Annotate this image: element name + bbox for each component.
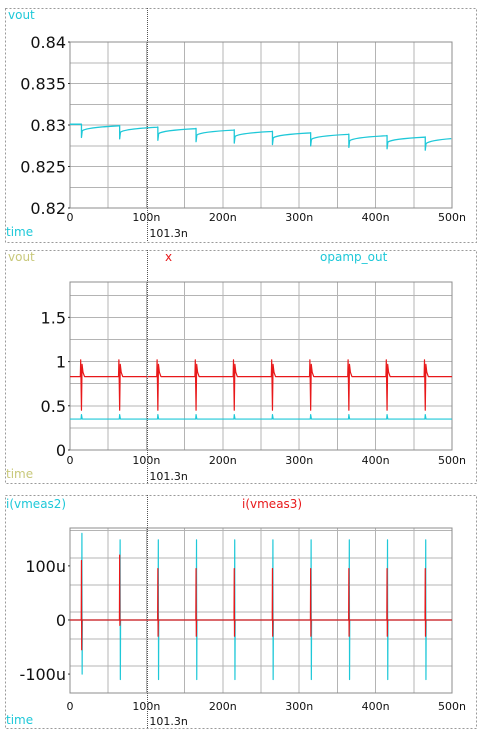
x-tick-label: 400n — [362, 454, 390, 467]
signal-label: i(vmeas3) — [242, 497, 302, 511]
series-opamp-out — [70, 414, 452, 420]
y-tick-label: 0 — [56, 441, 66, 460]
x-tick-label: 500n — [438, 454, 466, 467]
x-tick-label: 300n — [285, 454, 313, 467]
y-tick-label: 0.84 — [30, 33, 66, 52]
x-tick-label: 100n — [132, 211, 160, 224]
cursor-label: 101.3n — [149, 715, 187, 728]
y-tick-label: 1 — [56, 353, 66, 372]
signal-label: i(vmeas2) — [6, 497, 66, 511]
series-vout — [70, 123, 452, 151]
plot-area — [69, 281, 453, 451]
y-tick-label: 1.5 — [41, 308, 66, 327]
x-axis-label: time — [6, 467, 33, 481]
y-tick-label: 0.5 — [41, 397, 66, 416]
signal-label: vout — [8, 8, 35, 22]
signal-label: opamp_out — [320, 250, 388, 264]
y-tick-label: 100u — [25, 557, 66, 576]
x-tick-label: 500n — [438, 700, 466, 713]
x-tick-label: 200n — [209, 454, 237, 467]
x-tick-label: 200n — [209, 211, 237, 224]
y-tick-label: 0 — [56, 611, 66, 630]
x-tick-label: 0 — [67, 700, 74, 713]
y-tick-label: 0.83 — [30, 116, 66, 135]
x-axis-label: time — [6, 225, 33, 239]
panel-vout: 0.82 0.825 0.83 0.835 0.84 0 100n 200n 300n 400n 5… — [5, 8, 477, 243]
cursor-label: 101.3n — [149, 470, 187, 483]
series-i-vmeas3- — [70, 554, 452, 651]
x-axis-label: time — [6, 713, 33, 727]
x-tick-label: 500n — [438, 211, 466, 224]
panel-frame — [5, 250, 477, 484]
x-tick-label: 300n — [285, 211, 313, 224]
panel-frame — [5, 8, 477, 243]
panel-x-opamp-out: 0 0.5 1 1.5 0 100n 200n 300n 400n 500n 101.3n vout x… — [5, 250, 477, 484]
x-tick-label: 400n — [362, 211, 390, 224]
x-tick-label: 400n — [362, 700, 390, 713]
x-tick-label: 100n — [132, 454, 160, 467]
plot-area — [69, 527, 453, 694]
y-tick-label: 0.82 — [30, 199, 66, 218]
y-tick-label: 0.825 — [20, 158, 66, 177]
x-tick-label: 100n — [132, 700, 160, 713]
y-tick-label: 0.835 — [20, 75, 66, 94]
signal-label: vout — [8, 250, 35, 264]
series-x — [70, 359, 452, 411]
x-tick-label: 200n — [209, 700, 237, 713]
x-tick-label: 0 — [67, 211, 74, 224]
x-tick-label: 0 — [67, 454, 74, 467]
y-tick-label: -100u — [20, 665, 66, 684]
x-tick-label: 300n — [285, 700, 313, 713]
signal-label: x — [165, 250, 172, 264]
cursor-label: 101.3n — [149, 227, 187, 240]
panel-currents: -100u 0 100u 0 100n 200n 300n 400n 500n 101.3n i(v… — [5, 495, 477, 729]
